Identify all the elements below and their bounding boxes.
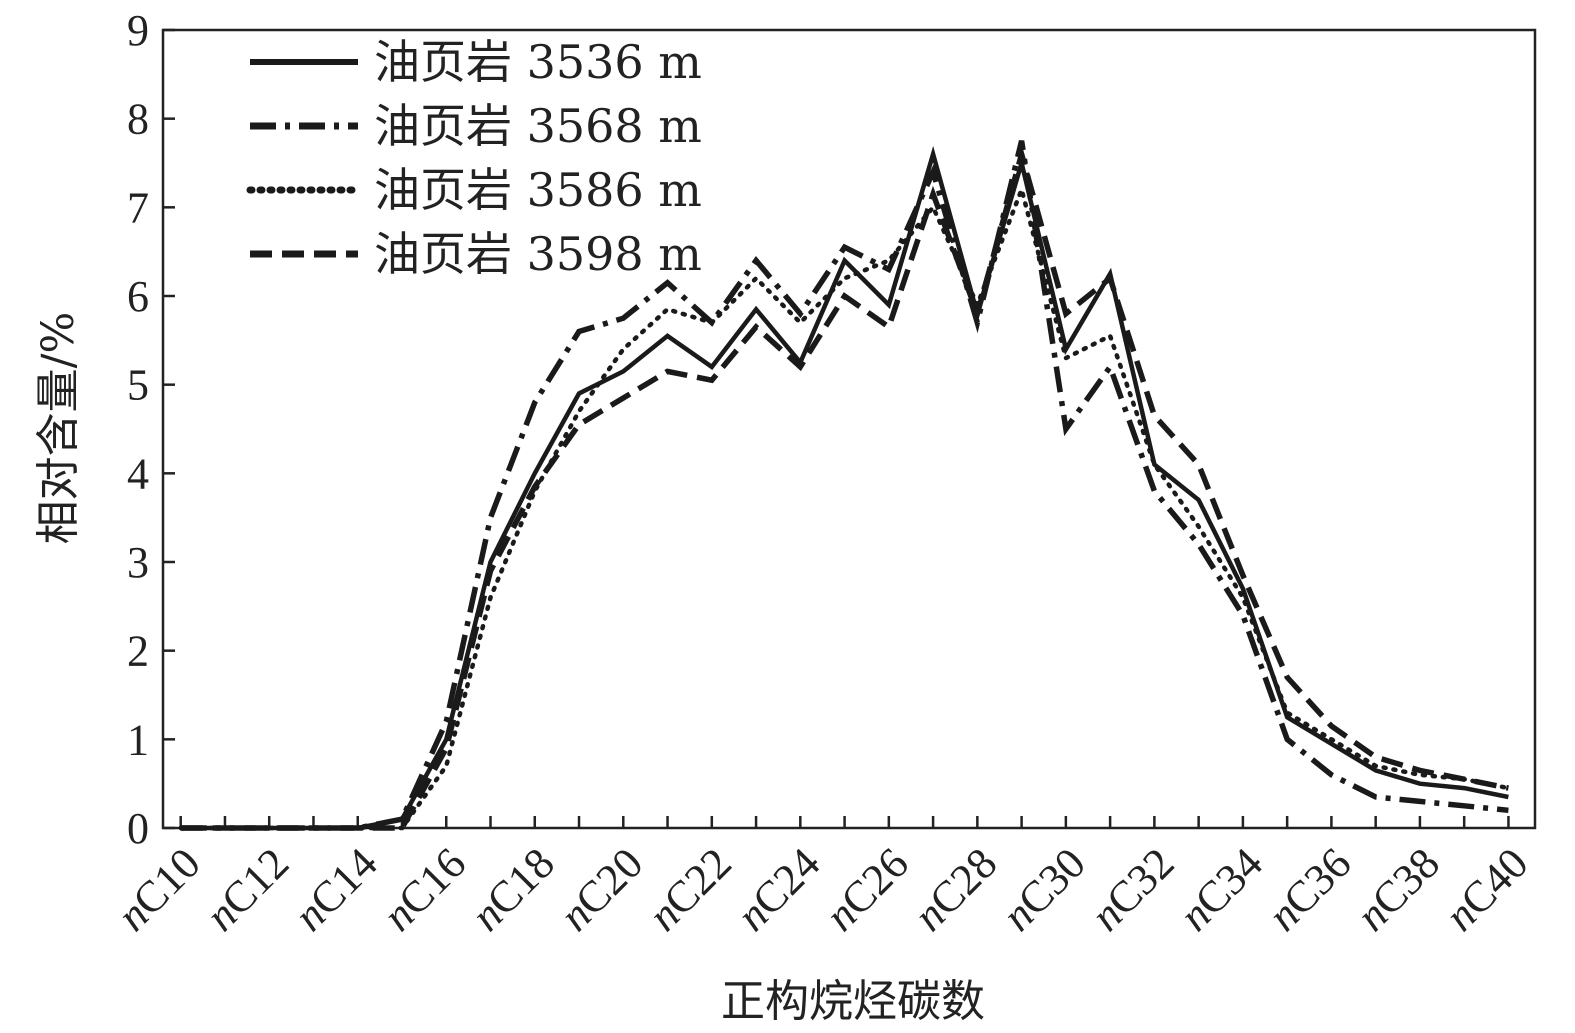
x-tick-label: nC26 <box>816 838 918 940</box>
plot-frame-group <box>161 28 1537 830</box>
y-tick-label: 6 <box>127 272 149 321</box>
legend-label-3: 油页岩 3586 m <box>374 163 702 217</box>
y-tick-label: 2 <box>127 627 149 676</box>
x-axis-title: 正构烷烃碳数 <box>721 976 985 1027</box>
y-tick-label: 3 <box>127 538 149 587</box>
y-axis-ticks: 0 1 2 3 4 5 6 7 8 9 <box>127 6 175 853</box>
y-tick-label: 9 <box>127 6 149 55</box>
plot-frame <box>161 28 1537 830</box>
y-tick-label: 1 <box>127 715 149 764</box>
y-tick-label: 0 <box>127 804 149 853</box>
x-tick-label: nC38 <box>1347 838 1449 940</box>
legend: 油页岩 3536 m 油页岩 3568 m 油页岩 3586 m 油页岩 3598 m <box>246 35 702 281</box>
series-line-2 <box>180 140 1509 831</box>
x-tick-label: nC40 <box>1435 838 1537 940</box>
x-tick-label: nC16 <box>373 838 475 940</box>
legend-label-2: 油页岩 3568 m <box>374 99 702 153</box>
x-tick-label: nC18 <box>462 838 564 940</box>
y-tick-label: 4 <box>127 449 149 498</box>
x-axis-ticks: nC10nC12nC14nC16nC18nC20nC22nC24nC26nC28… <box>108 816 1538 941</box>
x-tick-label: nC28 <box>904 838 1006 940</box>
series-line-1 <box>180 145 1509 831</box>
series-lines <box>178 140 1511 831</box>
y-tick-label: 5 <box>127 361 149 410</box>
y-axis-title: 相对含量/% <box>33 312 84 545</box>
legend-label-4: 油页岩 3598 m <box>374 227 702 281</box>
series-line-3 <box>178 182 1511 831</box>
x-tick-label: nC30 <box>993 838 1095 940</box>
x-tick-label: nC10 <box>108 838 210 940</box>
y-tick-label: 7 <box>127 183 149 232</box>
x-tick-label: nC12 <box>196 838 298 940</box>
x-tick-label: nC22 <box>639 838 741 940</box>
x-tick-label: nC36 <box>1258 838 1360 940</box>
x-tick-label: nC24 <box>727 838 829 940</box>
x-tick-label: nC34 <box>1170 838 1272 940</box>
series-line-4 <box>180 143 1509 831</box>
x-tick-label: nC32 <box>1081 838 1183 940</box>
x-tick-label: nC20 <box>550 838 652 940</box>
y-tick-label: 8 <box>127 95 149 144</box>
x-tick-label: nC14 <box>285 838 387 940</box>
legend-label-1: 油页岩 3536 m <box>374 35 702 89</box>
